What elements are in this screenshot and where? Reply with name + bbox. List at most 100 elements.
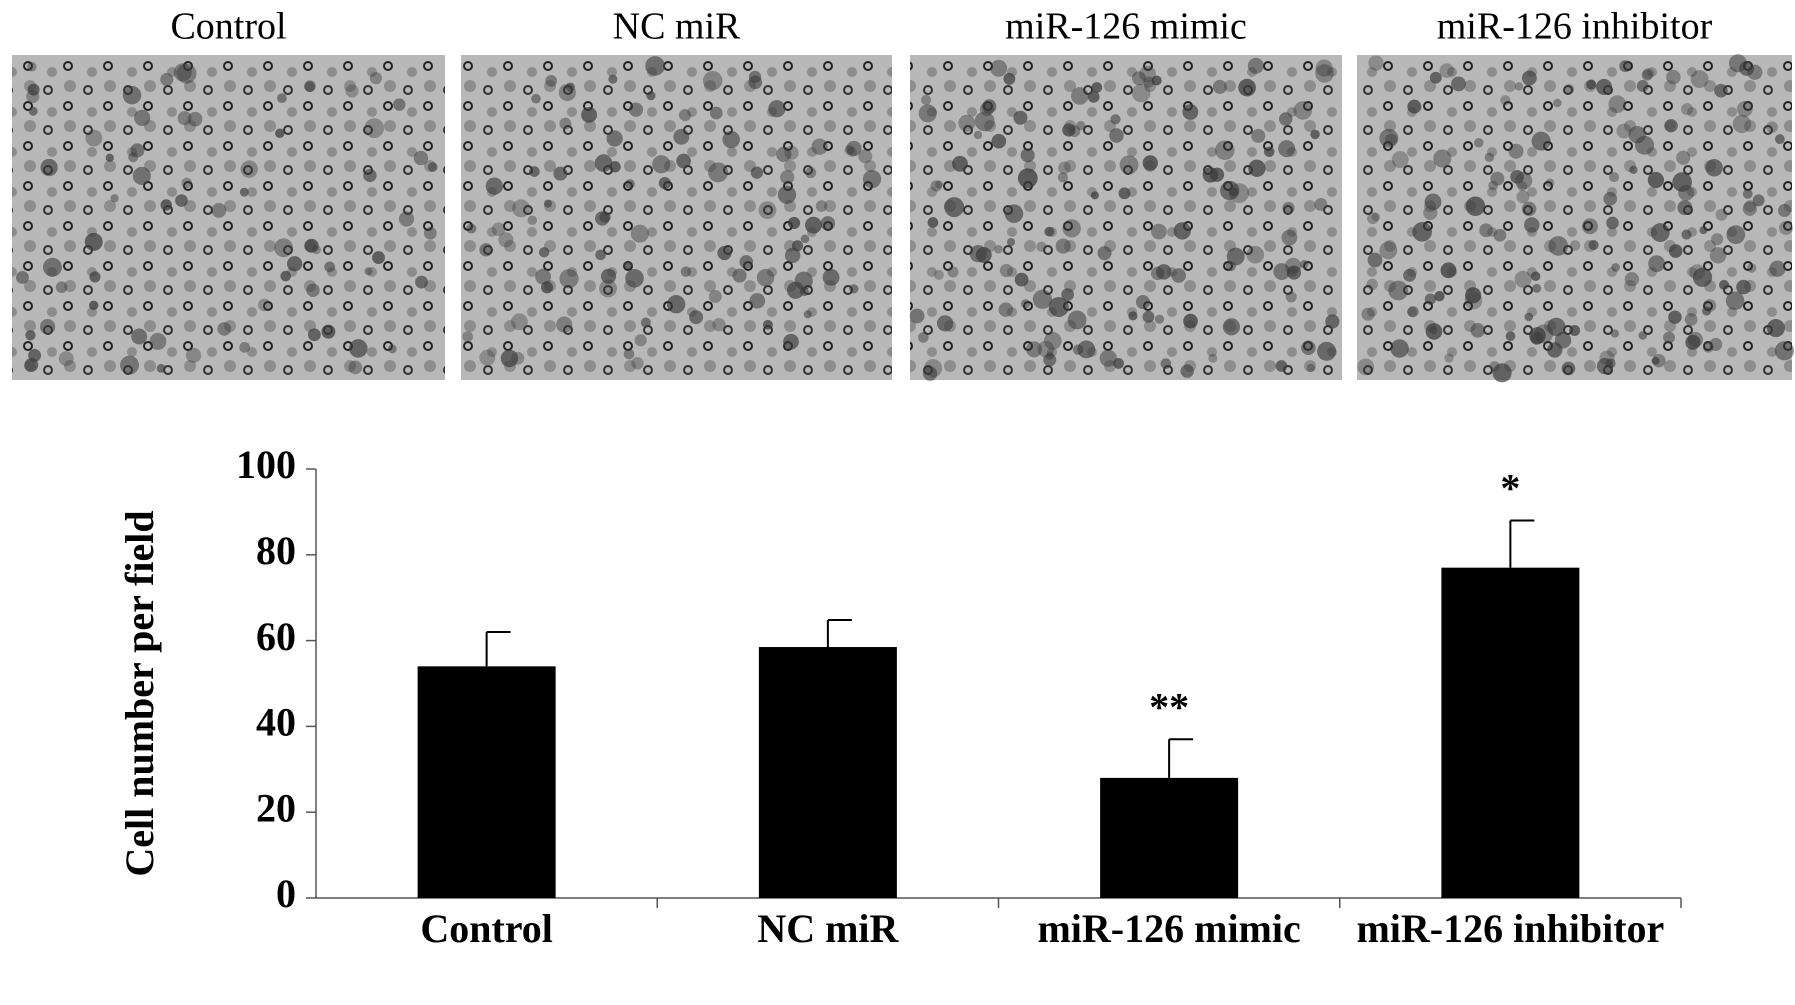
cell	[1433, 149, 1452, 168]
cell	[776, 146, 792, 162]
cell	[608, 74, 618, 84]
cell	[1131, 71, 1147, 86]
cell	[1067, 310, 1087, 330]
cell	[1651, 356, 1660, 365]
cell	[787, 216, 801, 230]
cell	[646, 91, 656, 101]
cell	[1726, 225, 1746, 245]
cell	[1588, 240, 1599, 251]
cell	[645, 56, 665, 76]
cell	[1180, 364, 1194, 378]
cell	[160, 72, 174, 87]
cell	[1279, 112, 1293, 126]
cell	[1367, 252, 1383, 268]
cell	[749, 292, 766, 309]
cell	[1171, 268, 1186, 283]
bar	[1100, 777, 1239, 898]
cell	[1641, 69, 1653, 81]
cell	[1774, 134, 1785, 145]
cell	[1530, 271, 1541, 281]
cell	[500, 349, 519, 368]
cell	[858, 149, 873, 164]
cell	[479, 243, 493, 257]
cell	[491, 222, 506, 236]
cell	[594, 154, 613, 172]
cell	[1006, 237, 1016, 247]
cell	[1306, 363, 1316, 373]
cell	[1300, 259, 1309, 269]
cell	[1747, 64, 1763, 80]
cell	[1062, 123, 1076, 137]
cell	[994, 244, 1003, 254]
cell	[1766, 319, 1785, 338]
cell	[1026, 341, 1043, 358]
cell	[277, 93, 287, 104]
significance-label: **	[1149, 684, 1189, 729]
significance-label: *	[1500, 466, 1520, 511]
cell	[600, 268, 617, 284]
cell	[1564, 84, 1575, 95]
cell	[1282, 201, 1295, 215]
cell	[1128, 311, 1138, 321]
cell	[676, 153, 691, 169]
cell	[780, 170, 795, 185]
cell	[958, 114, 976, 132]
cell	[16, 271, 29, 284]
cell	[149, 332, 167, 350]
cell	[122, 85, 142, 105]
cell	[1685, 334, 1701, 350]
cell	[479, 349, 496, 366]
cell	[1689, 264, 1706, 280]
cell	[364, 118, 385, 138]
cell	[565, 82, 575, 92]
cell	[1769, 260, 1786, 277]
cell	[1732, 114, 1752, 134]
cell	[1151, 223, 1167, 240]
cell	[1668, 244, 1683, 258]
micrograph	[910, 55, 1342, 380]
cell	[1606, 216, 1619, 230]
cell	[1238, 78, 1256, 97]
cell	[1510, 169, 1524, 184]
cell	[498, 232, 514, 248]
cell	[1493, 228, 1507, 242]
cell	[1517, 181, 1528, 192]
cell	[1097, 246, 1112, 261]
cell	[982, 99, 997, 114]
cell	[1619, 60, 1632, 73]
cell	[756, 268, 775, 287]
cell	[1470, 323, 1486, 338]
cell	[1690, 70, 1709, 89]
cell	[1530, 331, 1544, 345]
cell	[1719, 279, 1730, 290]
cell	[173, 63, 192, 82]
cell	[25, 330, 36, 341]
cell	[120, 355, 139, 375]
cell	[1709, 247, 1727, 264]
cell	[1209, 167, 1225, 182]
cell	[1099, 349, 1117, 367]
cell	[105, 153, 114, 163]
cell	[1516, 190, 1530, 204]
cell	[1379, 241, 1398, 260]
cell	[918, 104, 937, 123]
cell	[1032, 289, 1053, 309]
cell	[185, 347, 202, 364]
y-tick-label: 0	[276, 871, 296, 916]
cell	[1465, 287, 1482, 304]
cell	[1561, 361, 1576, 376]
cell	[921, 94, 932, 105]
cell	[1390, 339, 1409, 358]
cell	[990, 59, 1008, 77]
cell	[1366, 278, 1378, 291]
cell	[930, 180, 942, 192]
cell	[1367, 212, 1379, 225]
cell	[1596, 358, 1614, 375]
cell	[1715, 208, 1728, 221]
cell	[1215, 140, 1235, 161]
cell	[1208, 353, 1218, 363]
cell	[1273, 263, 1291, 280]
cell	[1603, 191, 1618, 206]
cell	[1113, 358, 1124, 369]
cell	[678, 109, 692, 122]
